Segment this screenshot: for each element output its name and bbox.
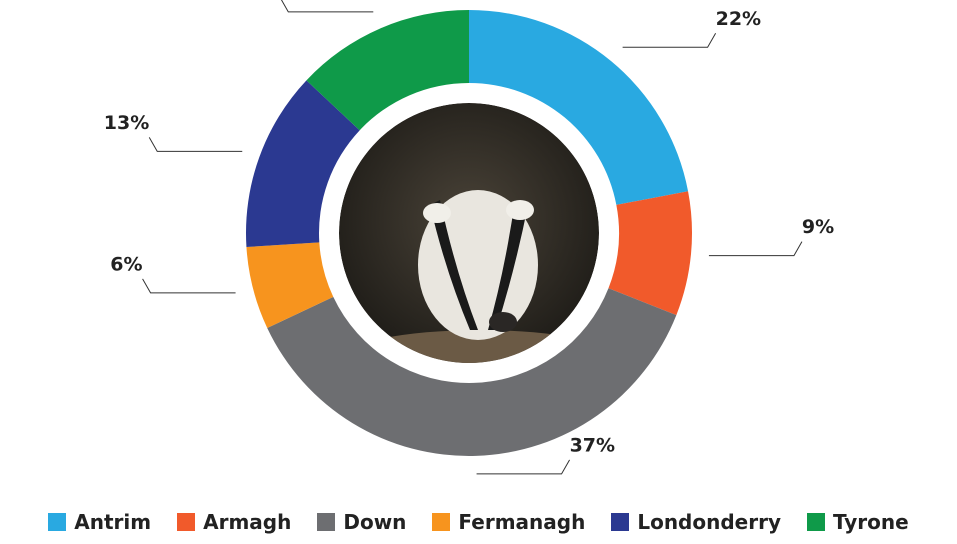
- legend: Antrim Armagh Down Fermanagh Londonderry Tyro…: [0, 510, 957, 534]
- leader-line: [476, 459, 571, 475]
- legend-item: Tyrone: [807, 510, 909, 534]
- slice: [246, 242, 334, 328]
- chart: 22%9%37%6%13%13%: [104, 0, 834, 475]
- legend-swatch: [177, 513, 196, 531]
- legend-swatch: [317, 513, 336, 531]
- leader-line: [280, 0, 374, 13]
- legend-swatch: [48, 513, 67, 531]
- legend-swatch: [611, 513, 630, 531]
- legend-item: Londonderry: [611, 510, 781, 534]
- data-label: 13%: [104, 112, 149, 134]
- legend-label: Armagh: [203, 510, 292, 534]
- leader-line: [622, 33, 717, 48]
- slice: [608, 191, 693, 316]
- legend-label: Down: [343, 510, 407, 534]
- legend-swatch: [807, 513, 825, 531]
- data-label: 22%: [716, 8, 761, 30]
- slice: [469, 10, 689, 205]
- data-label: 6%: [110, 253, 142, 275]
- center-photo: [339, 103, 599, 363]
- legend-item: Down: [317, 510, 406, 534]
- legend-item: Armagh: [177, 510, 291, 534]
- legend-label: Tyrone: [833, 510, 909, 534]
- data-label: 9%: [802, 216, 834, 238]
- data-label: 37%: [570, 434, 615, 456]
- leader-line: [142, 278, 236, 294]
- slice: [245, 80, 360, 248]
- leader-line: [148, 137, 243, 152]
- slice: [267, 288, 677, 457]
- slice: [306, 10, 469, 131]
- legend-swatch: [432, 513, 451, 531]
- leader-line: [708, 241, 803, 257]
- legend-item: Fermanagh: [432, 510, 585, 534]
- legend-label: Fermanagh: [458, 510, 586, 534]
- legend-item: Antrim: [48, 510, 151, 534]
- legend-label: Londonderry: [637, 510, 781, 534]
- legend-label: Antrim: [74, 510, 152, 534]
